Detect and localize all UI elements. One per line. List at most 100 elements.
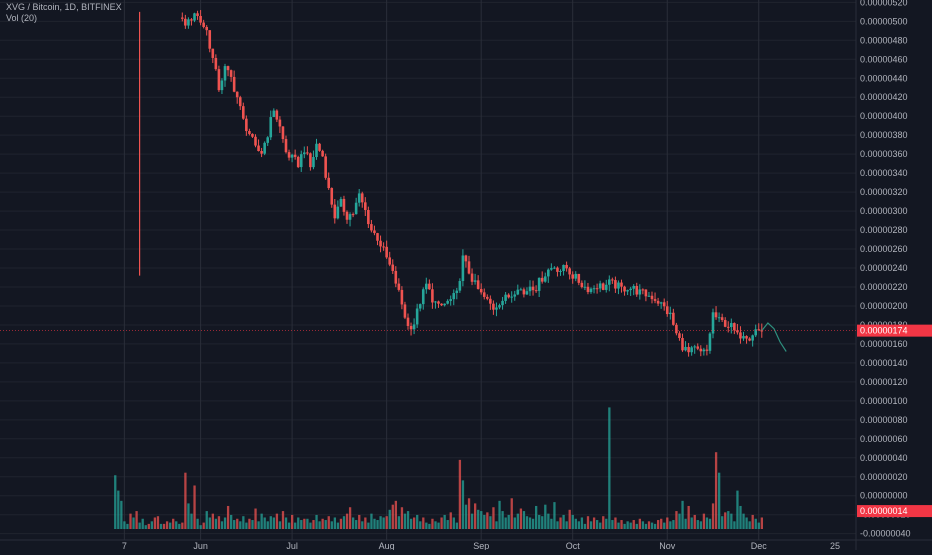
candle-body[interactable] bbox=[190, 19, 193, 21]
symbol-interval[interactable]: 1D bbox=[64, 2, 77, 12]
candle-body[interactable] bbox=[421, 289, 425, 305]
volume-badge[interactable] bbox=[857, 505, 932, 518]
candle-body[interactable] bbox=[266, 137, 269, 143]
candle-body[interactable] bbox=[382, 246, 385, 248]
candle-body[interactable] bbox=[641, 289, 645, 291]
candle-body[interactable] bbox=[342, 198, 346, 212]
candle-body[interactable] bbox=[336, 206, 340, 219]
candle-body[interactable] bbox=[534, 290, 538, 292]
candle-body[interactable] bbox=[690, 347, 693, 353]
candle-body[interactable] bbox=[482, 292, 486, 297]
candle-body[interactable] bbox=[592, 288, 596, 290]
candle-body[interactable] bbox=[510, 296, 513, 298]
candle-body[interactable] bbox=[672, 312, 675, 325]
candle-body[interactable] bbox=[242, 106, 245, 119]
candle-body[interactable] bbox=[440, 303, 443, 306]
candle-body[interactable] bbox=[720, 317, 724, 321]
candle-body[interactable] bbox=[287, 152, 291, 158]
candle-body[interactable] bbox=[736, 330, 739, 333]
candle-body[interactable] bbox=[425, 283, 428, 290]
candle-body[interactable] bbox=[665, 306, 669, 315]
candle-body[interactable] bbox=[717, 317, 721, 319]
candle-body[interactable] bbox=[211, 48, 215, 58]
candle-body[interactable] bbox=[495, 307, 498, 310]
candle-body[interactable] bbox=[467, 261, 471, 274]
candle-body[interactable] bbox=[574, 273, 578, 279]
candle-body[interactable] bbox=[492, 303, 495, 310]
candle-body[interactable] bbox=[360, 193, 364, 203]
candle-body[interactable] bbox=[461, 255, 465, 282]
candle-body[interactable] bbox=[568, 268, 571, 275]
candle-body[interactable] bbox=[730, 323, 733, 328]
candle-body[interactable] bbox=[406, 317, 410, 326]
candle-body[interactable] bbox=[428, 283, 431, 290]
candle-body[interactable] bbox=[486, 296, 489, 299]
candle-body[interactable] bbox=[379, 240, 382, 247]
candle-body[interactable] bbox=[324, 156, 327, 178]
candle-body[interactable] bbox=[260, 151, 263, 154]
candle-body[interactable] bbox=[669, 312, 672, 315]
candle-body[interactable] bbox=[702, 349, 706, 352]
candle-body[interactable] bbox=[306, 152, 309, 154]
candle-body[interactable] bbox=[272, 110, 276, 118]
candle-body[interactable] bbox=[403, 304, 407, 318]
candle-body[interactable] bbox=[327, 177, 330, 189]
candle-body[interactable] bbox=[504, 294, 507, 301]
candle-body[interactable] bbox=[513, 294, 517, 297]
candle-body[interactable] bbox=[184, 18, 187, 26]
candle-body[interactable] bbox=[583, 286, 587, 288]
candle-body[interactable] bbox=[293, 154, 297, 157]
candle-body[interactable] bbox=[226, 66, 230, 71]
candle-body[interactable] bbox=[537, 277, 541, 291]
candle-body[interactable] bbox=[723, 320, 727, 327]
symbol-name[interactable]: XVG / Bitcoin bbox=[6, 2, 60, 12]
candle-body[interactable] bbox=[739, 332, 742, 339]
candle-body[interactable] bbox=[339, 198, 343, 207]
candle-body[interactable] bbox=[303, 152, 306, 155]
candle-body[interactable] bbox=[354, 202, 358, 215]
candle-body[interactable] bbox=[678, 333, 681, 338]
candle-body[interactable] bbox=[214, 57, 218, 70]
candle-body[interactable] bbox=[238, 97, 242, 107]
candle-body[interactable] bbox=[458, 281, 462, 291]
candle-body[interactable] bbox=[675, 324, 678, 334]
candle-body[interactable] bbox=[464, 255, 468, 262]
candle-body[interactable] bbox=[687, 346, 690, 353]
candle-body[interactable] bbox=[446, 300, 449, 304]
candle-body[interactable] bbox=[617, 282, 620, 289]
candle-body[interactable] bbox=[431, 289, 434, 303]
candle-body[interactable] bbox=[577, 273, 581, 283]
candle-body[interactable] bbox=[348, 214, 352, 220]
candle-body[interactable] bbox=[632, 285, 635, 289]
candle-body[interactable] bbox=[385, 246, 388, 258]
candle-body[interactable] bbox=[196, 13, 199, 16]
candle-body[interactable] bbox=[659, 302, 663, 304]
candle-body[interactable] bbox=[452, 293, 456, 300]
candle-body[interactable] bbox=[650, 295, 654, 300]
candle-body[interactable] bbox=[455, 290, 459, 294]
candle-body[interactable] bbox=[696, 346, 700, 349]
candle-body[interactable] bbox=[705, 349, 709, 351]
candle-body[interactable] bbox=[357, 193, 361, 203]
candle-body[interactable] bbox=[208, 30, 212, 49]
candle-body[interactable] bbox=[345, 211, 349, 220]
candle-body[interactable] bbox=[473, 280, 477, 282]
candle-body[interactable] bbox=[333, 204, 337, 219]
candle-body[interactable] bbox=[479, 288, 483, 293]
candle-body[interactable] bbox=[656, 300, 660, 304]
candle-body[interactable] bbox=[754, 329, 757, 336]
candle-body[interactable] bbox=[708, 333, 712, 351]
candle-body[interactable] bbox=[367, 210, 370, 225]
candle-body[interactable] bbox=[681, 337, 684, 351]
candle-body[interactable] bbox=[699, 348, 703, 352]
candle-body[interactable] bbox=[623, 286, 626, 292]
candle-body[interactable] bbox=[248, 131, 251, 134]
candle-body[interactable] bbox=[181, 17, 184, 19]
candle-body[interactable] bbox=[449, 299, 452, 301]
candle-body[interactable] bbox=[693, 346, 696, 348]
candle-body[interactable] bbox=[470, 273, 474, 282]
candle-body[interactable] bbox=[443, 303, 446, 306]
candle-body[interactable] bbox=[742, 336, 745, 339]
